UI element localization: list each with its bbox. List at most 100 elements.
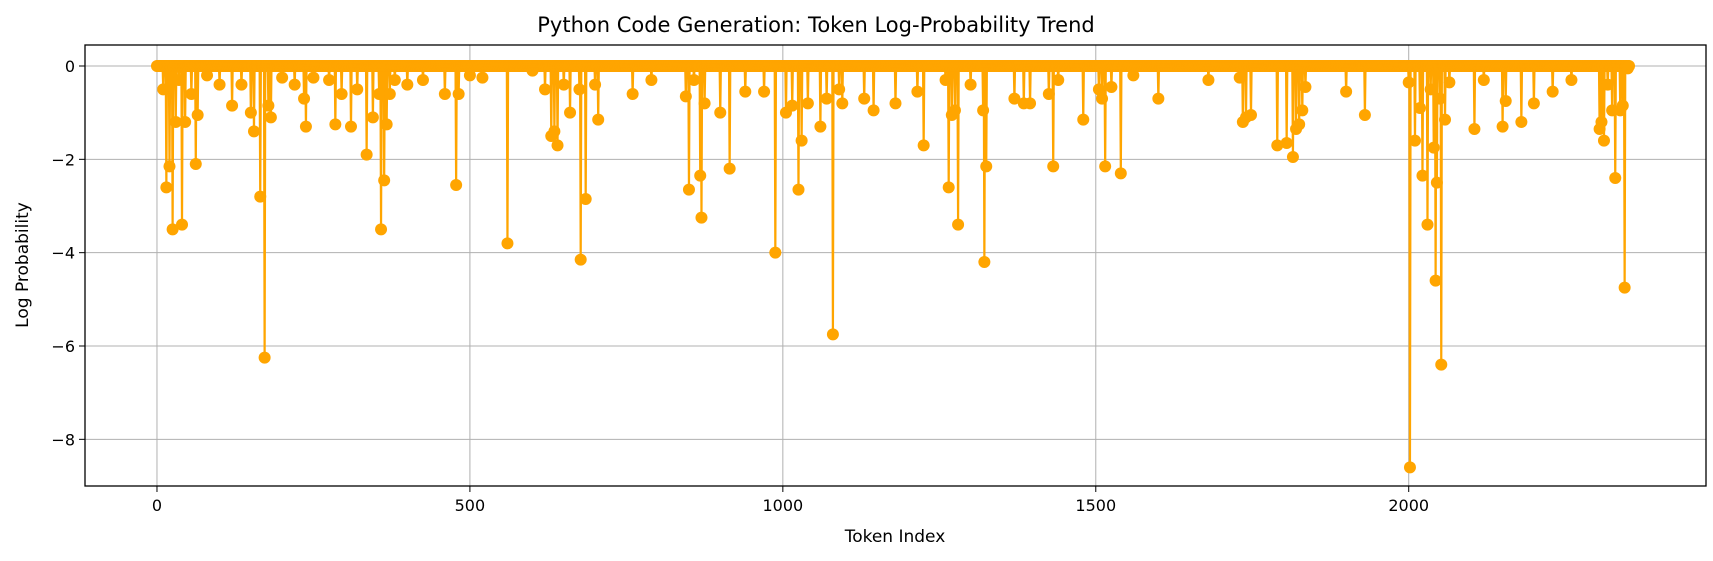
data-point: [244, 106, 257, 119]
data-point: [438, 88, 451, 100]
data-point: [1092, 83, 1105, 96]
data-point: [373, 88, 386, 100]
data-point: [1099, 160, 1112, 173]
data-point: [388, 74, 401, 86]
data-point: [820, 92, 833, 105]
data-point: [1439, 113, 1452, 126]
data-point: [323, 74, 336, 86]
data-point: [1515, 116, 1528, 128]
data-point: [375, 223, 388, 236]
data-point: [792, 183, 805, 196]
data-point: [867, 104, 880, 117]
data-point: [1358, 109, 1371, 121]
data-point: [695, 211, 708, 224]
data-point: [254, 190, 267, 203]
data-point: [380, 118, 393, 131]
data-point: [557, 78, 570, 91]
data-point: [939, 74, 952, 86]
data-point: [978, 256, 991, 268]
data-point: [226, 99, 239, 112]
x-axis-label: Token Index: [844, 527, 946, 547]
data-point: [1597, 134, 1610, 147]
grid: [85, 45, 1706, 486]
data-point: [335, 88, 348, 100]
data-point: [1286, 151, 1299, 163]
data-point: [814, 120, 827, 133]
data-point: [1042, 88, 1055, 100]
data-point: [1293, 118, 1306, 131]
data-point: [801, 97, 814, 110]
data-point: [1271, 139, 1284, 152]
data-point: [1427, 141, 1440, 154]
data-point: [539, 83, 552, 96]
data-point: [1280, 137, 1293, 149]
data-point: [1496, 120, 1509, 133]
data-point: [1077, 113, 1090, 126]
data-point: [264, 111, 277, 124]
data-point: [1595, 116, 1608, 128]
data-point: [592, 113, 605, 126]
data-point: [682, 183, 695, 196]
data-point: [201, 69, 214, 82]
y-axis-label: Log Probability: [13, 202, 33, 328]
data-point: [247, 125, 260, 138]
data-point: [1047, 160, 1060, 173]
data-point: [948, 104, 961, 117]
x-tick-label: 500: [455, 496, 486, 515]
data-point: [450, 179, 463, 191]
data-point: [383, 88, 396, 100]
x-tick-label: 1000: [762, 496, 803, 515]
data-point: [307, 71, 320, 84]
data-point: [1413, 102, 1426, 114]
data-point: [645, 74, 658, 86]
data-point: [258, 351, 271, 364]
data-point: [189, 158, 202, 170]
data-point: [378, 174, 391, 187]
data-point: [1114, 167, 1127, 180]
data-point: [1105, 81, 1118, 93]
data-point: [262, 99, 275, 112]
data-point: [1152, 92, 1165, 105]
data-point: [401, 78, 414, 91]
data-point: [1127, 69, 1140, 82]
y-tick-label: −8: [51, 430, 75, 449]
data-point: [1403, 461, 1416, 474]
data-point: [176, 218, 189, 231]
data-point: [185, 88, 198, 100]
data-point: [1616, 99, 1629, 112]
data-point: [1408, 134, 1421, 147]
data-point: [548, 125, 561, 138]
data-point: [758, 85, 771, 98]
data-point: [179, 116, 192, 128]
x-tick-label: 2000: [1388, 496, 1429, 515]
data-point: [1244, 109, 1257, 121]
data-point: [416, 74, 429, 86]
data-point: [1402, 76, 1415, 89]
data-point: [463, 69, 476, 82]
data-point: [1565, 74, 1578, 86]
data-point: [476, 71, 489, 84]
data-point: [1468, 123, 1481, 135]
data-point: [299, 120, 312, 133]
data-point: [298, 92, 311, 105]
data-point: [172, 74, 185, 86]
data-point: [698, 97, 711, 110]
data-point: [329, 118, 342, 131]
data-point: [977, 104, 990, 117]
data-point: [1609, 172, 1622, 184]
data-point: [1233, 71, 1246, 84]
x-tick-label: 0: [152, 496, 162, 515]
data-point: [574, 253, 587, 266]
data-point: [952, 218, 965, 231]
data-point: [1024, 97, 1037, 110]
data-point: [1299, 81, 1312, 93]
data-point: [1434, 92, 1447, 105]
y-tick-label: −6: [51, 337, 75, 356]
data-point: [739, 85, 752, 98]
data-point: [235, 78, 248, 91]
data-point: [786, 99, 799, 112]
data-point: [1618, 281, 1631, 294]
data-point: [694, 169, 707, 182]
axis-ticks: 0 500 1000 1500 2000 −8 −6 −4 −2 0: [51, 57, 1429, 515]
